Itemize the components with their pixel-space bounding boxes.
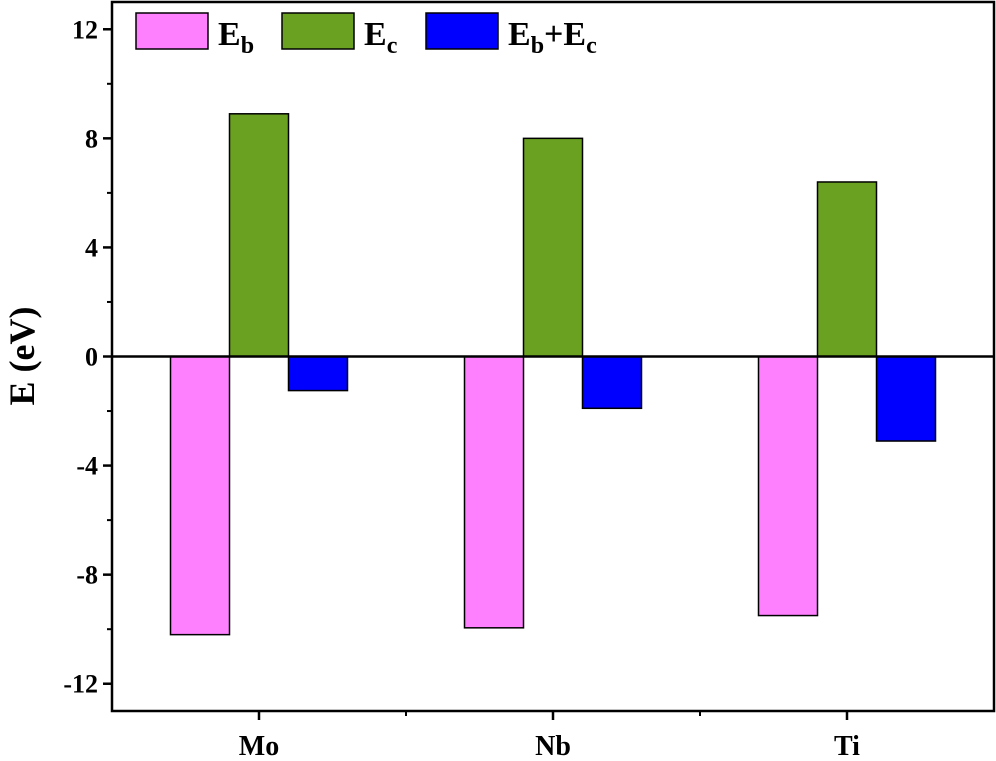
x-tick-label: Nb xyxy=(535,731,571,761)
bar-nb-e-b xyxy=(463,355,525,629)
legend-item: Eb+Ec xyxy=(425,12,597,59)
y-axis: -12 -8 -4 0 4 8 12 xyxy=(63,15,112,699)
x-axis: Mo Nb Ti xyxy=(239,711,860,761)
bar-mo-e-c xyxy=(228,113,290,358)
y-tick-label: -12 xyxy=(63,670,98,699)
legend-label: Eb xyxy=(218,16,254,59)
bar-mo-e-b xyxy=(169,355,231,636)
bars xyxy=(169,113,937,636)
x-tick-label: Mo xyxy=(239,731,279,761)
y-axis-title: E (eV) xyxy=(2,307,42,406)
legend: Eb Ec Eb+Ec xyxy=(135,12,597,59)
bar-ti-e-c xyxy=(816,181,878,358)
y-tick-label: 4 xyxy=(85,233,98,262)
y-tick-label: 0 xyxy=(85,343,98,372)
x-tick-label: Ti xyxy=(834,731,860,761)
legend-swatch xyxy=(425,12,499,50)
legend-label: Ec xyxy=(364,16,398,59)
y-tick-label: 12 xyxy=(72,15,98,44)
bar-nb-e-b-e-c xyxy=(581,355,643,410)
legend-swatch xyxy=(281,12,355,50)
y-tick-label: -4 xyxy=(76,452,98,481)
legend-item: Eb xyxy=(135,12,254,59)
bar-ti-e-b-e-c xyxy=(875,355,937,442)
y-tick-label: -8 xyxy=(76,561,98,590)
y-tick-label: 8 xyxy=(85,124,98,153)
legend-label: Eb+Ec xyxy=(508,16,597,59)
bar-ti-e-b xyxy=(757,355,819,617)
legend-swatch xyxy=(135,12,209,50)
bar-nb-e-c xyxy=(522,137,584,358)
legend-item: Ec xyxy=(281,12,398,59)
bar-mo-e-b-e-c xyxy=(287,355,349,392)
